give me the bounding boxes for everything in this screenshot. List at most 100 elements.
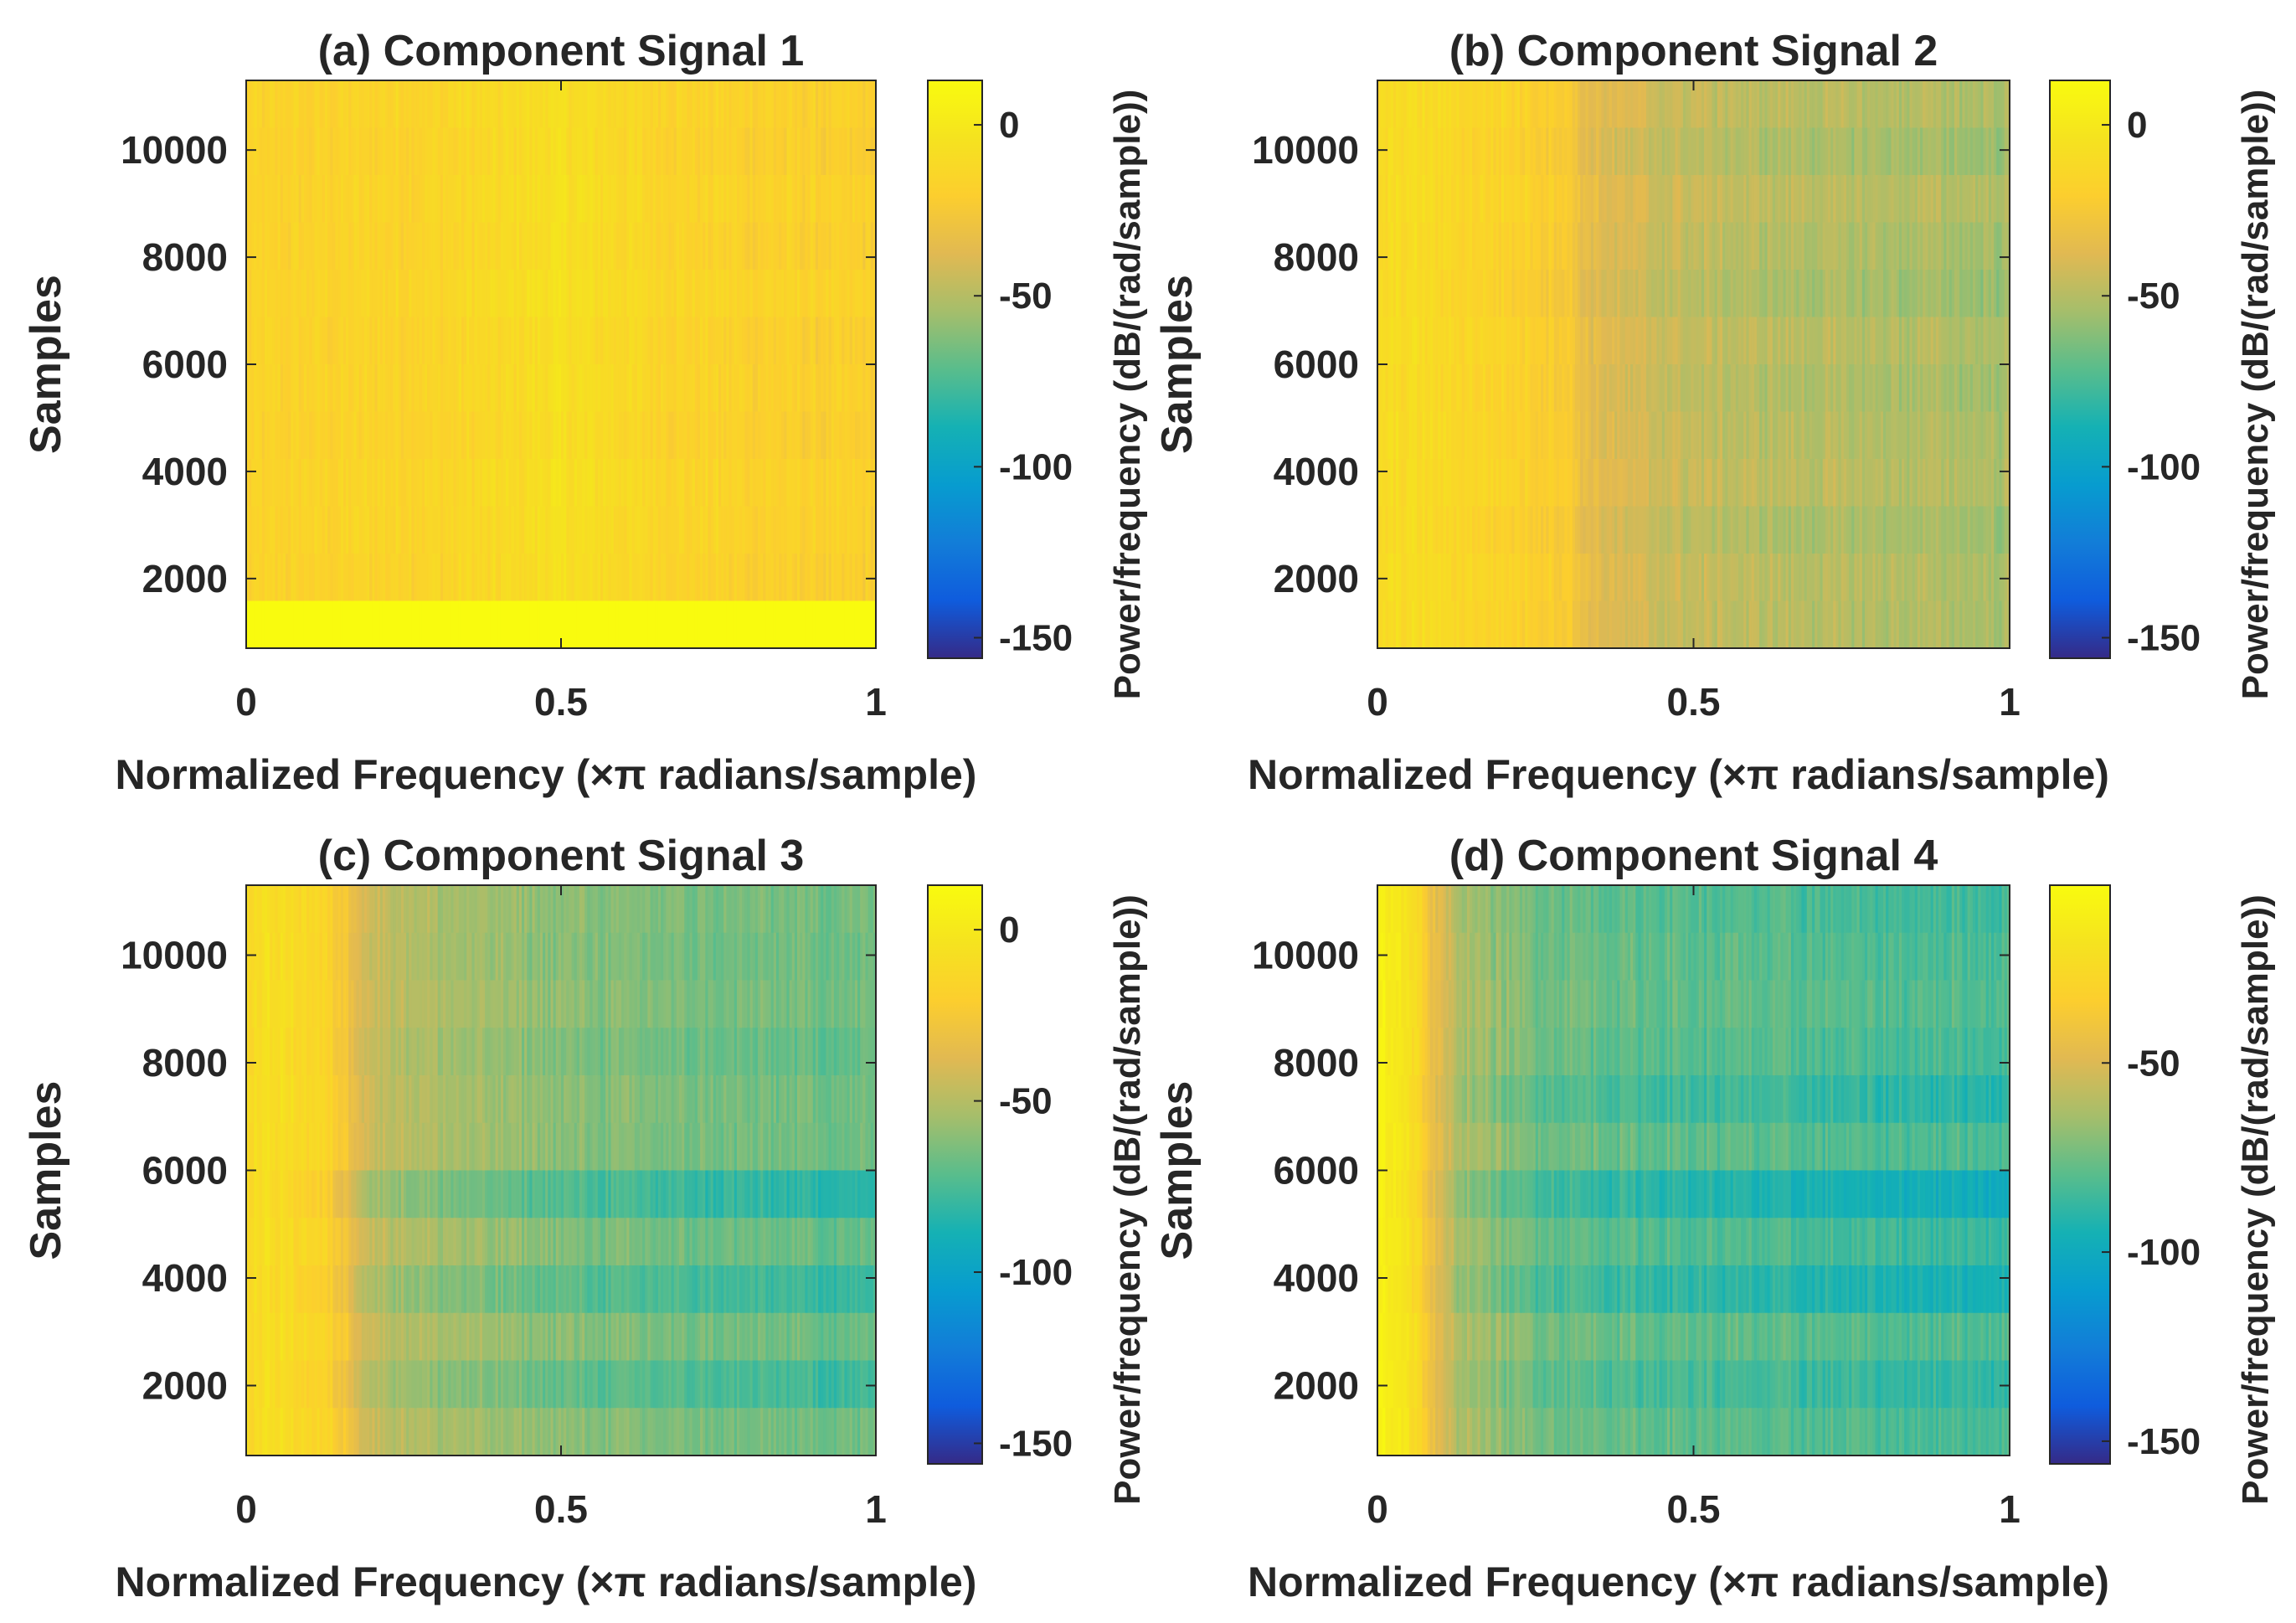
heatmap-cell: [576, 554, 580, 602]
heatmap-cell: [760, 600, 764, 649]
heatmap-cell: [844, 459, 848, 508]
heatmap-cell: [1712, 317, 1716, 365]
heatmap-cell: [629, 506, 633, 554]
heatmap-cell: [1904, 80, 1907, 129]
heatmap-cell: [293, 506, 297, 554]
heatmap-cell: [629, 222, 633, 270]
heatmap-cell: [1778, 222, 1781, 270]
heatmap-cell: [500, 506, 504, 554]
heatmap-cell: [1651, 175, 1655, 224]
heatmap-cell: [810, 554, 814, 602]
heatmap-cell: [286, 364, 289, 413]
heatmap-cell: [671, 411, 675, 460]
heatmap-cell: [663, 317, 667, 365]
heatmap-cell: [1886, 127, 1889, 176]
heatmap-cell: [1493, 317, 1497, 365]
heatmap-cell: [826, 222, 830, 270]
heatmap-cell: [492, 600, 497, 649]
heatmap-cell: [254, 80, 258, 129]
heatmap-cell: [406, 364, 409, 413]
heatmap-cell: [650, 270, 654, 318]
heatmap-cell: [645, 80, 648, 129]
heatmap-cell: [1875, 411, 1879, 460]
heatmap-cell: [1380, 270, 1383, 318]
heatmap-cell: [807, 175, 811, 224]
heatmap-cell: [440, 554, 444, 602]
heatmap-cell: [870, 459, 874, 508]
heatmap-cell: [634, 506, 638, 554]
heatmap-cell: [1880, 270, 1884, 318]
heatmap-cell: [1619, 80, 1624, 129]
heatmap-cell: [812, 222, 816, 270]
heatmap-cell: [661, 411, 664, 460]
heatmap-cell: [425, 175, 428, 224]
heatmap-cell: [831, 411, 835, 460]
heatmap-cell: [862, 600, 867, 649]
heatmap-cell: [1466, 270, 1470, 318]
heatmap-cell: [1893, 411, 1897, 460]
heatmap-cell: [775, 364, 780, 413]
heatmap-cell: [1796, 411, 1799, 460]
heatmap-cell: [1401, 127, 1405, 176]
heatmap-cell: [1633, 411, 1636, 460]
heatmap-cell: [1717, 222, 1721, 270]
heatmap-cell: [1456, 411, 1460, 460]
heatmap-cell: [1846, 127, 1850, 176]
heatmap-cell: [464, 554, 467, 602]
heatmap-cell: [259, 506, 263, 554]
heatmap-cell: [773, 600, 777, 649]
heatmap-cell: [1933, 127, 1937, 176]
heatmap-cell: [849, 600, 853, 649]
heatmap-cell: [1451, 175, 1454, 224]
heatmap-cell: [752, 554, 756, 602]
heatmap-cell: [529, 411, 533, 460]
heatmap-cell: [839, 364, 842, 413]
heatmap-cell: [1393, 411, 1397, 460]
heatmap-cell: [592, 600, 596, 649]
heatmap-cell: [524, 317, 528, 365]
heatmap-cell: [1867, 222, 1871, 270]
heatmap-cell: [1925, 411, 1929, 460]
heatmap-cell: [1664, 80, 1668, 129]
heatmap-cell: [2006, 270, 2010, 318]
heatmap-cell: [254, 127, 258, 176]
heatmap-cell: [1859, 80, 1863, 129]
heatmap-cell: [1943, 175, 1948, 224]
heatmap-cell: [1511, 270, 1516, 318]
heatmap-cell: [1445, 270, 1449, 318]
heatmap-cell: [1772, 317, 1776, 365]
heatmap-cell: [862, 222, 867, 270]
heatmap-cell: [1574, 222, 1578, 270]
heatmap-cell: [1498, 80, 1502, 129]
heatmap-cell: [390, 127, 394, 176]
heatmap-cell: [1864, 364, 1868, 413]
heatmap-cell: [430, 175, 434, 224]
heatmap-cell: [655, 411, 659, 460]
heatmap-cell: [818, 317, 821, 365]
heatmap-cell: [1670, 80, 1673, 129]
heatmap-cell: [495, 364, 499, 413]
heatmap-cell: [1682, 364, 1686, 413]
heatmap-cell: [837, 411, 840, 460]
heatmap-cell: [1959, 270, 1963, 318]
heatmap-cell: [1672, 222, 1676, 270]
heatmap-cell: [1390, 175, 1394, 224]
heatmap-cell: [388, 127, 391, 176]
heatmap-cell: [566, 127, 569, 176]
heatmap-cell: [342, 600, 347, 649]
heatmap-cell: [495, 80, 499, 129]
heatmap-cell: [1938, 411, 1942, 460]
heatmap-cell: [479, 80, 483, 129]
heatmap-cell: [1422, 459, 1426, 508]
heatmap-cell: [566, 80, 569, 129]
heatmap-cell: [348, 317, 352, 365]
heatmap-cell: [1907, 317, 1911, 365]
heatmap-cell: [317, 222, 321, 270]
heatmap-cell: [1712, 222, 1716, 270]
heatmap-cell: [615, 459, 620, 508]
heatmap-cell: [1654, 175, 1658, 224]
heatmap-cell: [1385, 459, 1389, 508]
heatmap-cell: [1748, 459, 1753, 508]
heatmap-cell: [1967, 175, 1971, 224]
heatmap-cell: [1688, 411, 1691, 460]
